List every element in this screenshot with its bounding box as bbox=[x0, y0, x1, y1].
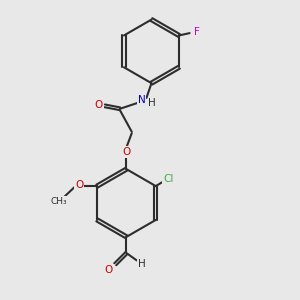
Text: O: O bbox=[122, 147, 130, 157]
Text: H: H bbox=[148, 98, 156, 108]
Text: F: F bbox=[194, 27, 200, 37]
Text: O: O bbox=[94, 100, 103, 110]
Text: O: O bbox=[105, 265, 113, 275]
Text: Cl: Cl bbox=[163, 174, 173, 184]
Text: CH₃: CH₃ bbox=[50, 197, 67, 206]
Text: O: O bbox=[75, 180, 84, 190]
Text: N: N bbox=[138, 95, 146, 105]
Text: H: H bbox=[138, 259, 146, 269]
